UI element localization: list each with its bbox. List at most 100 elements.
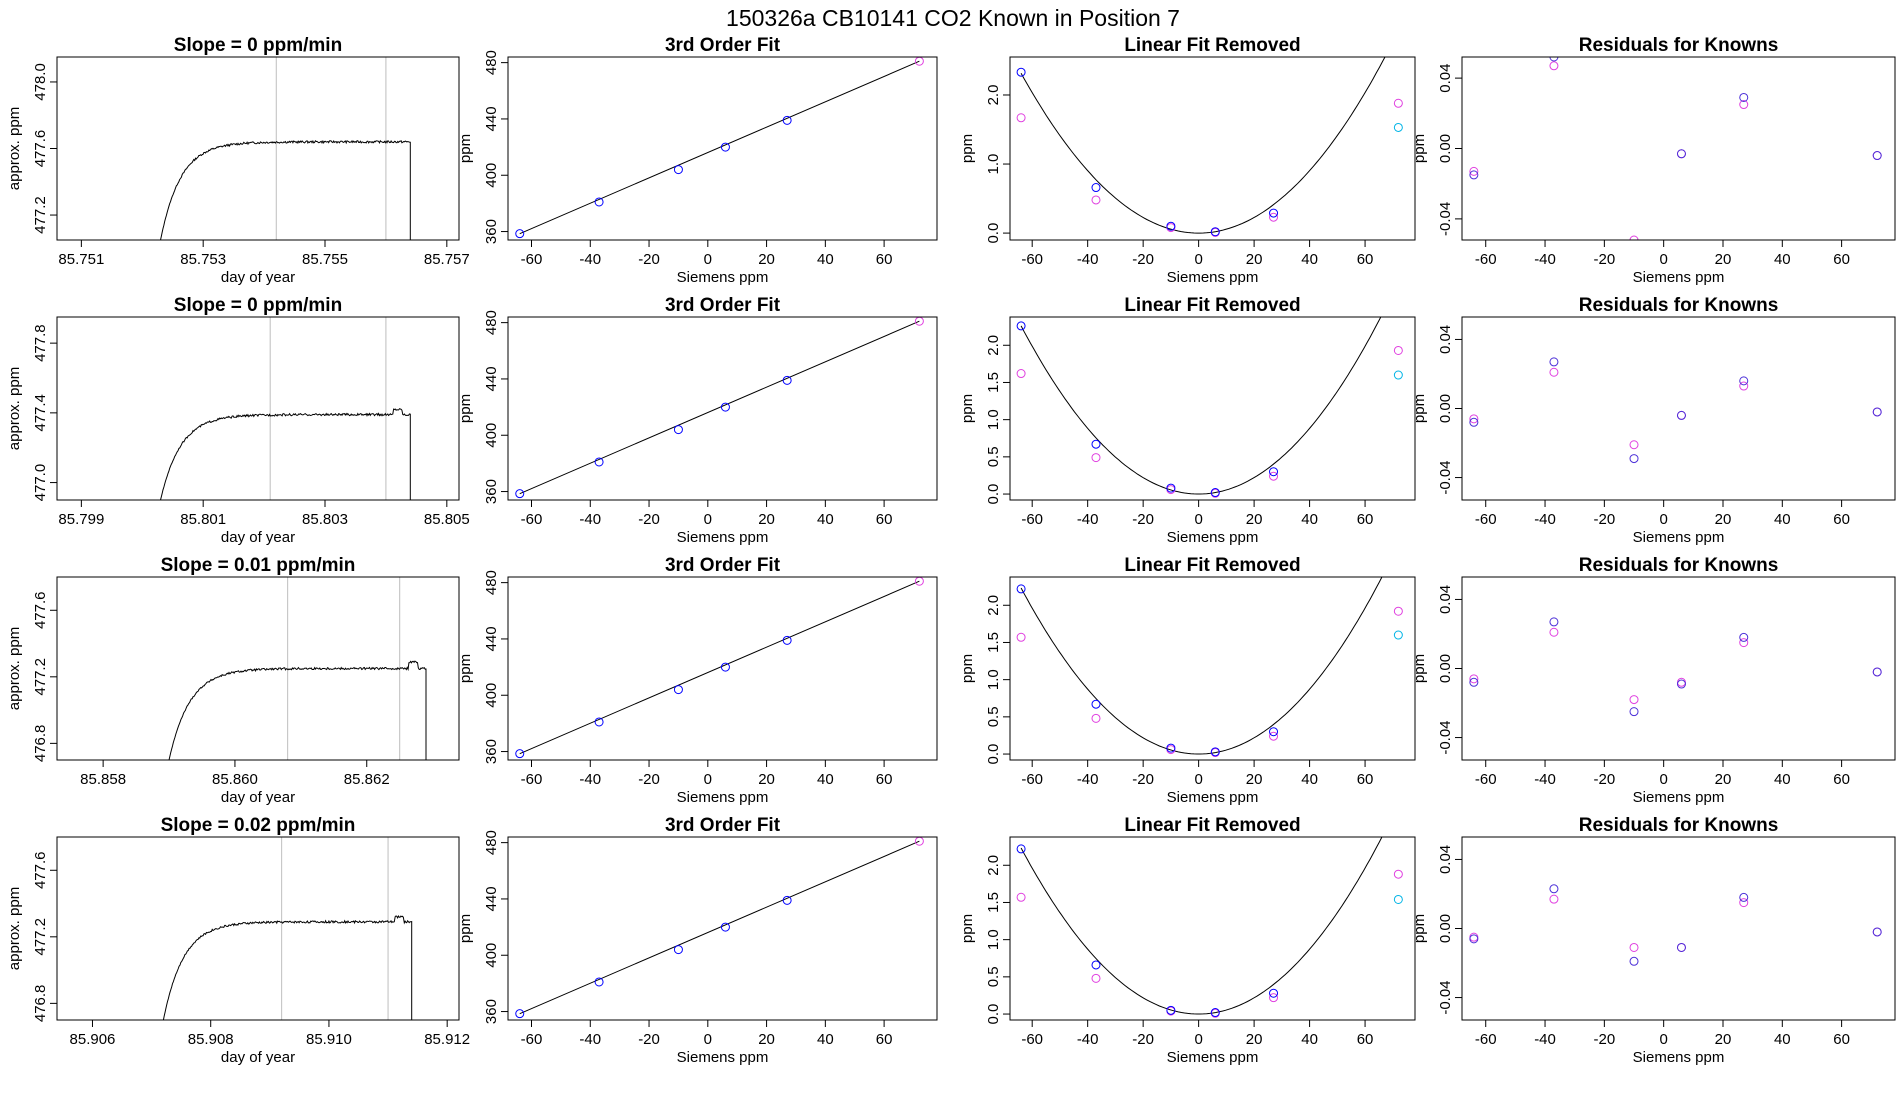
data-point-purple	[1469, 170, 1479, 180]
panel-r3c4: Residuals for Knowns -60 -40 -20 0 20 40 60 -0.0…	[1411, 555, 1896, 806]
x-tick-label: -60	[1475, 251, 1497, 268]
y-tick-label: 440	[483, 886, 500, 911]
panel-title: Linear Fit Removed	[1124, 35, 1300, 56]
x-tick-label: 85.801	[180, 511, 226, 528]
data-point-blue	[782, 375, 792, 385]
panel-title: Residuals for Knowns	[1579, 815, 1779, 836]
data-point-blue	[673, 425, 683, 435]
x-tick-label: 0	[1659, 511, 1667, 528]
y-tick-label: 1.0	[985, 154, 1002, 175]
data-point-magenta	[1629, 695, 1639, 705]
y-tick-label: -0.04	[1437, 980, 1454, 1014]
y-tick-label: 480	[483, 830, 500, 855]
data-point-magenta	[1393, 98, 1403, 108]
data-point-magenta	[1016, 369, 1026, 379]
y-tick-label: -0.04	[1437, 460, 1454, 494]
data-point-blue	[515, 1009, 525, 1019]
y-tick-label: 1.5	[985, 632, 1002, 653]
x-axis-label: Siemens ppm	[677, 529, 769, 546]
x-axis-label: Siemens ppm	[677, 1049, 769, 1066]
x-tick-label: 40	[1301, 251, 1318, 268]
x-tick-label: 20	[758, 771, 775, 788]
panel-r1c2: 3rd Order Fit -60 -40 -20 0 20 40 60 360 400 440 48…	[457, 35, 938, 286]
data-point-purple	[1629, 956, 1639, 966]
panel-title: Slope = 0.02 ppm/min	[161, 815, 356, 836]
data-point-purple	[1676, 410, 1686, 420]
data-trace	[160, 408, 411, 500]
x-axis-label: Siemens ppm	[1633, 1049, 1725, 1066]
plot-frame	[1461, 836, 1896, 1021]
x-tick-label: -20	[638, 511, 660, 528]
y-tick-label: 400	[483, 943, 500, 968]
x-tick-label: 60	[1833, 251, 1850, 268]
x-tick-label: 85.803	[302, 511, 348, 528]
panel-title: Slope = 0.01 ppm/min	[161, 555, 356, 576]
y-tick-label: 477.6	[32, 851, 49, 889]
data-point-blue	[1210, 1008, 1220, 1018]
panel-r4c4: Residuals for Knowns -60 -40 -20 0 20 40 60 -0.0…	[1411, 815, 1896, 1066]
data-point-blue	[1269, 208, 1279, 218]
x-tick-label: -20	[638, 251, 660, 268]
panel-title: Linear Fit Removed	[1124, 295, 1300, 316]
x-tick-label: 85.751	[58, 251, 104, 268]
data-point-purple	[1549, 884, 1559, 894]
y-tick-label: 0.0	[985, 484, 1002, 505]
y-tick-label: -0.04	[1437, 720, 1454, 754]
data-point-blue	[782, 115, 792, 125]
data-point-blue	[720, 142, 730, 152]
data-point-cyan	[1393, 630, 1403, 640]
panel-title: Linear Fit Removed	[1124, 815, 1300, 836]
data-point-magenta	[1269, 993, 1279, 1003]
data-point-purple	[1629, 707, 1639, 717]
y-axis-label: ppm	[959, 654, 976, 683]
x-tick-label: 85.858	[80, 771, 126, 788]
x-tick-label: 0	[1194, 511, 1202, 528]
y-axis-label: ppm	[959, 394, 976, 423]
data-trace	[168, 660, 427, 760]
y-tick-label: 360	[483, 219, 500, 244]
data-point-blue	[1166, 743, 1176, 753]
x-tick-label: 60	[876, 511, 893, 528]
panel-title: 3rd Order Fit	[665, 295, 781, 316]
y-tick-label: 1.0	[985, 669, 1002, 690]
x-tick-label: 0	[1194, 1031, 1202, 1048]
data-point-blue	[1016, 844, 1026, 854]
fit-curve	[1020, 577, 1383, 755]
plot-content	[160, 57, 411, 240]
data-point-magenta	[1016, 892, 1026, 902]
figure-title: 150326a CB10141 CO2 Known in Position 7	[726, 5, 1180, 31]
x-tick-label: 85.906	[70, 1031, 116, 1048]
panel-title: Residuals for Knowns	[1579, 35, 1779, 56]
panel-title: 3rd Order Fit	[665, 815, 781, 836]
x-tick-label: -40	[1534, 251, 1556, 268]
fit-line	[519, 840, 920, 1015]
fit-line	[519, 580, 920, 755]
y-tick-label: 0.04	[1437, 585, 1454, 614]
x-axis-label: Siemens ppm	[677, 269, 769, 286]
x-axis-label: Siemens ppm	[1633, 269, 1725, 286]
x-tick-label: 20	[1715, 771, 1732, 788]
data-point-magenta	[1091, 713, 1101, 723]
plot-frame	[1009, 56, 1416, 241]
data-point-purple	[1549, 57, 1559, 62]
x-axis-label: day of year	[221, 269, 295, 286]
data-point-blue	[1166, 221, 1176, 231]
y-axis-label: approx. ppm	[6, 107, 23, 190]
data-point-blue	[720, 662, 730, 672]
x-tick-label: -40	[579, 1031, 601, 1048]
y-tick-label: 480	[483, 50, 500, 75]
data-point-purple	[1739, 892, 1749, 902]
x-axis-label: Siemens ppm	[1167, 269, 1259, 286]
x-tick-label: 40	[1774, 251, 1791, 268]
x-tick-label: 85.753	[180, 251, 226, 268]
y-tick-label: 477.2	[32, 658, 49, 696]
x-tick-label: -20	[638, 1031, 660, 1048]
data-point-purple	[1469, 677, 1479, 687]
y-tick-label: 360	[483, 999, 500, 1024]
data-point-magenta	[1469, 674, 1479, 684]
y-tick-label: 400	[483, 423, 500, 448]
x-tick-label: 85.860	[212, 771, 258, 788]
x-tick-label: 60	[876, 771, 893, 788]
y-tick-label: 0.00	[1437, 394, 1454, 423]
data-trace	[160, 139, 411, 240]
